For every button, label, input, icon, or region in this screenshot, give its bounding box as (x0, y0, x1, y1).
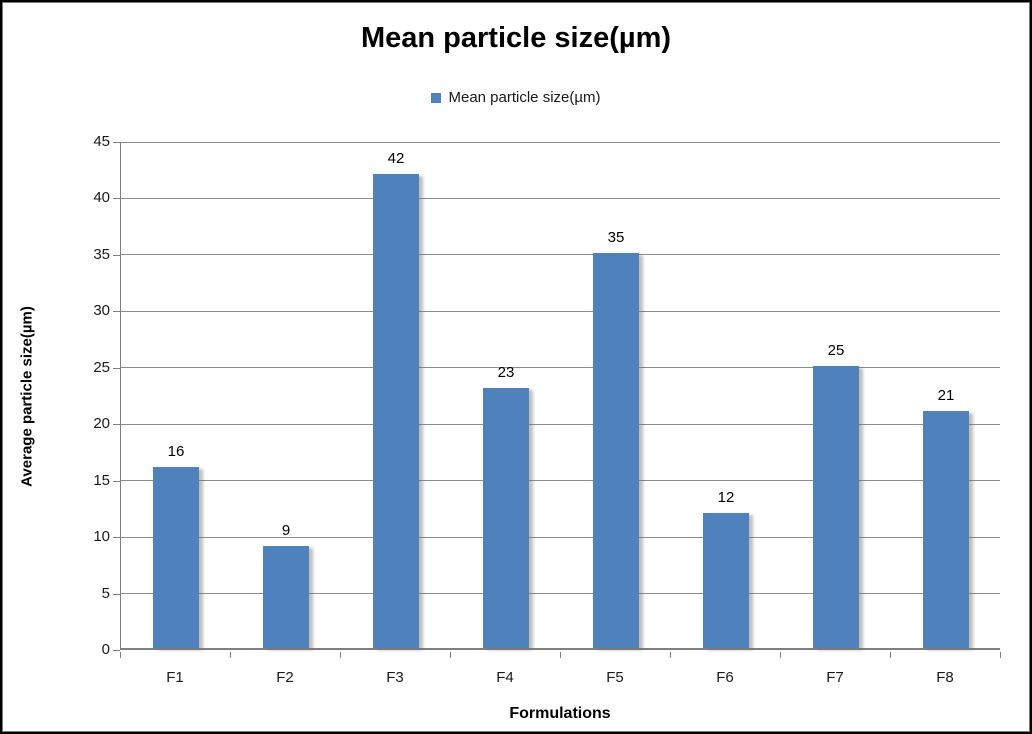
bar-slot-f4: 23 (451, 142, 561, 648)
bar-slot-f8: 21 (891, 142, 1001, 648)
legend-marker-icon (431, 92, 442, 103)
x-label-f5: F5 (606, 669, 624, 686)
x-tick-mark (780, 652, 781, 658)
bar-f5 (593, 252, 639, 648)
y-tick-mark (113, 650, 120, 651)
x-tick-mark (560, 652, 561, 658)
x-label-f2: F2 (276, 669, 294, 686)
y-tick-mark (113, 367, 120, 369)
y-tick-mark (113, 311, 120, 313)
y-tick-mark (113, 142, 120, 143)
bar-value-label-f2: 9 (281, 522, 291, 540)
y-tick-label: 15 (93, 471, 110, 489)
bar-slot-f1: 16 (121, 142, 231, 648)
bar-f1 (153, 467, 199, 648)
y-axis-title: Average particle size(µm) (18, 306, 36, 487)
x-tick-mark (450, 652, 451, 658)
chart-title: Mean particle size(µm) (360, 22, 672, 54)
bar-value-label-f5: 35 (607, 228, 625, 246)
bar-f8 (923, 410, 969, 648)
bar-value-label-f3: 42 (387, 149, 405, 167)
legend: Mean particle size(µm) (2, 89, 1030, 106)
bar-slot-f6: 12 (671, 142, 781, 648)
bar-value-label-f6: 12 (717, 488, 735, 506)
y-tick-label: 40 (93, 189, 110, 207)
legend-label: Mean particle size(µm) (448, 89, 601, 106)
x-axis-title: Formulations (509, 705, 611, 722)
y-tick-label: 30 (93, 302, 110, 320)
bar-slot-f5: 35 (561, 142, 671, 648)
bar-value-label-f4: 23 (497, 364, 515, 382)
y-tick-label: 45 (93, 133, 110, 150)
y-tick-label: 0 (101, 641, 110, 658)
y-tick-mark (113, 480, 120, 482)
x-axis-labels: F1 F2 F3 F4 F5 F6 F7 F8 (120, 669, 1000, 686)
bar-slot-f7: 25 (781, 142, 891, 648)
bar-f6 (703, 512, 749, 648)
x-tick-mark (230, 652, 231, 658)
x-tick-mark (670, 652, 671, 658)
x-label-f7: F7 (826, 669, 844, 686)
bar-f7 (813, 365, 859, 648)
y-tick-label: 25 (93, 358, 110, 376)
x-label-f6: F6 (716, 669, 734, 686)
x-label-f4: F4 (496, 669, 514, 686)
bar-value-label-f7: 25 (827, 341, 845, 359)
bar-value-label-f8: 21 (937, 386, 955, 404)
x-label-f3: F3 (386, 669, 404, 686)
bar-slot-f2: 9 (231, 142, 341, 648)
bar-f4 (483, 388, 529, 648)
bar-f2 (263, 546, 309, 648)
x-tick-mark (340, 652, 341, 658)
y-tick-mark (113, 254, 120, 256)
bar-value-label-f1: 16 (167, 443, 185, 461)
bar-f3 (373, 173, 419, 648)
y-tick-mark (113, 424, 120, 426)
bar-slot-f3: 42 (341, 142, 451, 648)
y-tick-label: 10 (93, 528, 110, 546)
y-tick-label: 35 (93, 245, 110, 263)
y-tick-label: 5 (101, 584, 110, 602)
x-tick-mark (1000, 652, 1001, 658)
plot-area: 16 9 42 23 35 12 25 21 (120, 141, 1001, 650)
y-tick-label: 20 (93, 415, 110, 433)
x-tick-mark (890, 652, 891, 658)
y-tick-mark (113, 537, 120, 539)
x-label-f8: F8 (936, 669, 954, 686)
y-tick-mark (113, 593, 120, 595)
x-label-f1: F1 (166, 669, 184, 686)
y-tick-mark (113, 198, 120, 200)
x-tick-mark (120, 652, 121, 658)
